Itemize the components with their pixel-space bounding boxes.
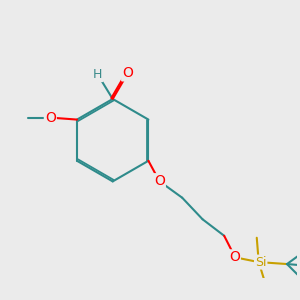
Text: O: O [122,66,133,80]
Text: Si: Si [255,256,266,268]
Text: H: H [93,68,103,81]
Text: O: O [45,111,56,124]
Text: O: O [154,174,165,188]
Text: O: O [229,250,240,264]
